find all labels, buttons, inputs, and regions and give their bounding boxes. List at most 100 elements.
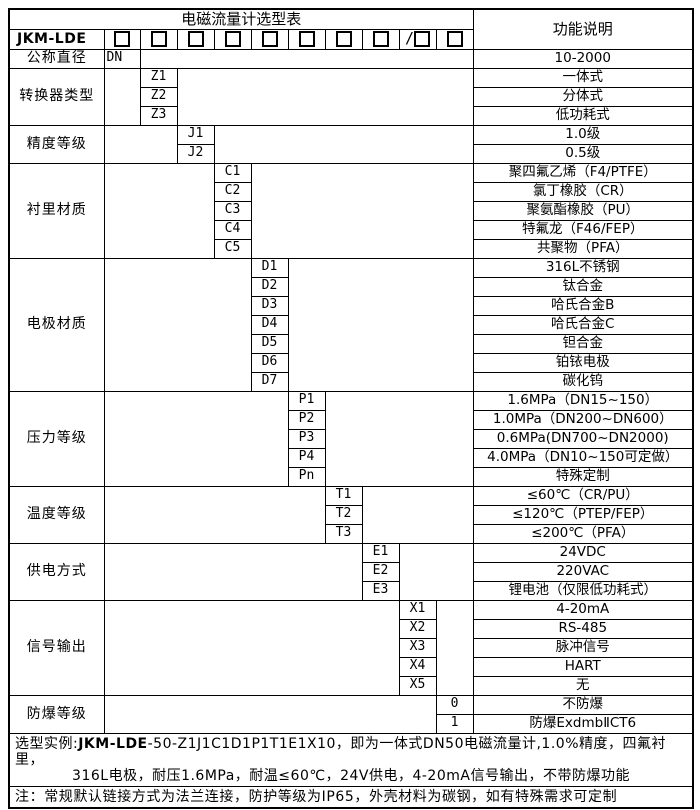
desc-cell: 24VDC bbox=[472, 542, 694, 563]
empty-cell bbox=[213, 124, 474, 164]
code-cell: T2 bbox=[324, 504, 363, 525]
empty-cell bbox=[435, 599, 474, 696]
code-cell: P4 bbox=[287, 447, 326, 468]
desc-cell: 哈氏合金C bbox=[472, 314, 694, 335]
empty-cell bbox=[103, 390, 289, 487]
section-label-temperature: 温度等级 bbox=[8, 485, 105, 544]
code-cell: P2 bbox=[287, 409, 326, 430]
code-cell: T3 bbox=[324, 523, 363, 544]
selection-table: 电磁流量计选型表 功能说明 JKM-LDE / 公称直径 DN 10-2000 … bbox=[8, 8, 694, 810]
example-line-2: 316L电极，耐压1.6MPa，耐温≤60℃，24V供电，4-20mA信号输出，… bbox=[72, 767, 630, 784]
code-cell: C5 bbox=[213, 238, 252, 259]
code-cell: Z1 bbox=[139, 67, 178, 88]
empty-cell bbox=[176, 67, 474, 126]
desc-cell: ≤200℃（PFA） bbox=[472, 523, 694, 544]
section-label-accuracy: 精度等级 bbox=[8, 124, 105, 164]
desc-cell: 低功耗式 bbox=[472, 105, 694, 126]
empty-cell bbox=[103, 124, 178, 164]
table-title: 电磁流量计选型表 bbox=[8, 8, 474, 30]
code-cell: DN bbox=[103, 48, 141, 69]
desc-cell: 钛合金 bbox=[472, 276, 694, 297]
checkbox-icon bbox=[187, 30, 204, 47]
checkbox-icon bbox=[372, 30, 389, 47]
section-label-electrode: 电极材质 bbox=[8, 257, 105, 392]
checkbox-cell-converter bbox=[139, 28, 178, 50]
desc-cell: 1.0MPa（DN200~DN600） bbox=[472, 409, 694, 430]
empty-cell bbox=[103, 67, 141, 126]
example-code: -50-Z1J1C1D1P1T1E1X10，即为一体式DN50电磁流量计,1.0… bbox=[15, 735, 666, 768]
desc-cell: 氯丁橡胶（CR） bbox=[472, 181, 694, 202]
desc-cell: 10-2000 bbox=[472, 48, 694, 69]
desc-cell: 分体式 bbox=[472, 86, 694, 107]
example-label: 选型实例: bbox=[15, 735, 79, 752]
code-cell: P3 bbox=[287, 428, 326, 449]
code-cell: P1 bbox=[287, 390, 326, 411]
empty-cell bbox=[250, 162, 474, 259]
code-cell: X5 bbox=[398, 675, 437, 696]
checkbox-cell-pressure bbox=[287, 28, 326, 50]
code-cell: D1 bbox=[250, 257, 289, 278]
desc-cell: 4.0MPa（DN10~150可定做） bbox=[472, 447, 694, 468]
example-line-1: 选型实例:JKM-LDE-50-Z1J1C1D1P1T1E1X10，即为一体式D… bbox=[15, 736, 687, 768]
desc-cell: 防爆ExdmbⅡCT6 bbox=[472, 713, 694, 734]
section-label-converter: 转换器类型 bbox=[8, 67, 105, 126]
checkbox-icon bbox=[298, 30, 315, 47]
empty-cell bbox=[103, 485, 326, 544]
code-cell: D2 bbox=[250, 276, 289, 297]
checkbox-cell-accuracy bbox=[176, 28, 215, 50]
code-cell: D7 bbox=[250, 371, 289, 392]
checkbox-cell-lining bbox=[213, 28, 252, 50]
empty-cell bbox=[103, 257, 252, 392]
code-cell: E2 bbox=[361, 561, 400, 582]
desc-cell: ≤60℃（CR/PU） bbox=[472, 485, 694, 506]
desc-cell: 0.5级 bbox=[472, 143, 694, 164]
code-cell: J1 bbox=[176, 124, 215, 145]
desc-cell: 脉冲信号 bbox=[472, 637, 694, 658]
code-cell: C1 bbox=[213, 162, 252, 183]
checkbox-icon bbox=[261, 30, 278, 47]
code-cell: J2 bbox=[176, 143, 215, 164]
empty-cell bbox=[398, 542, 474, 601]
checkbox-cell-dn bbox=[103, 28, 141, 50]
checkbox-icon bbox=[114, 30, 130, 47]
desc-cell: 一体式 bbox=[472, 67, 694, 88]
code-cell: C2 bbox=[213, 181, 252, 202]
code-cell: Pn bbox=[287, 466, 326, 487]
section-label-lining: 衬里材质 bbox=[8, 162, 105, 259]
checkbox-cell-electrode bbox=[250, 28, 289, 50]
desc-cell: 聚四氟乙烯（F4/PTFE） bbox=[472, 162, 694, 183]
empty-cell bbox=[103, 162, 215, 259]
desc-column-header: 功能说明 bbox=[472, 8, 694, 50]
checkbox-icon bbox=[446, 30, 463, 47]
checkbox-icon bbox=[335, 30, 352, 47]
desc-cell: 钽合金 bbox=[472, 333, 694, 354]
empty-cell bbox=[103, 599, 400, 696]
section-label-explosion: 防爆等级 bbox=[8, 694, 105, 734]
desc-cell: 1.6MPa（DN15~150） bbox=[472, 390, 694, 411]
desc-cell: 特殊定制 bbox=[472, 466, 694, 487]
desc-cell: 聚氨酯橡胶（PU） bbox=[472, 200, 694, 221]
desc-cell: 锂电池（仅限低功耗式） bbox=[472, 580, 694, 601]
selection-example: 选型实例:JKM-LDE-50-Z1J1C1D1P1T1E1X10，即为一体式D… bbox=[8, 732, 694, 787]
desc-cell: 哈氏合金B bbox=[472, 295, 694, 316]
empty-cell bbox=[361, 485, 474, 544]
desc-cell: 碳化钨 bbox=[472, 371, 694, 392]
desc-cell: 220VAC bbox=[472, 561, 694, 582]
desc-cell: 铂铱电极 bbox=[472, 352, 694, 373]
desc-cell: ≤120℃（PTEP/FEP） bbox=[472, 504, 694, 525]
desc-cell: RS-485 bbox=[472, 618, 694, 639]
code-cell: C3 bbox=[213, 200, 252, 221]
empty-cell bbox=[139, 48, 474, 69]
code-cell: X4 bbox=[398, 656, 437, 677]
checkbox-icon bbox=[414, 31, 431, 47]
code-cell: T1 bbox=[324, 485, 363, 506]
desc-cell: 无 bbox=[472, 675, 694, 696]
code-cell: C4 bbox=[213, 219, 252, 240]
code-cell: Z3 bbox=[139, 105, 178, 126]
checkbox-icon bbox=[224, 30, 241, 47]
code-cell: D5 bbox=[250, 333, 289, 354]
code-cell: Z2 bbox=[139, 86, 178, 107]
code-cell: E1 bbox=[361, 542, 400, 563]
desc-cell: HART bbox=[472, 656, 694, 677]
section-label-diameter: 公称直径 bbox=[8, 48, 105, 69]
